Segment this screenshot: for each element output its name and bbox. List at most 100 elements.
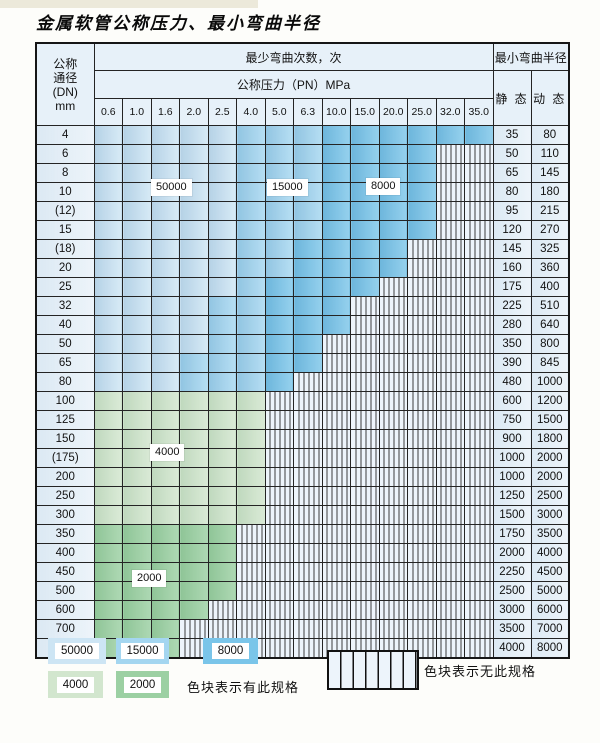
spec-cell — [293, 448, 323, 468]
spec-cell — [435, 543, 465, 563]
dynamic-radius-cell: 510 — [530, 296, 570, 316]
spec-cell — [207, 258, 237, 278]
spec-cell — [93, 182, 123, 202]
table-row: (12) 95 215 — [35, 201, 570, 221]
spec-cell — [464, 562, 494, 582]
spec-cell — [464, 201, 494, 221]
dn-cell: 15 — [35, 220, 95, 240]
spec-cell — [150, 201, 180, 221]
spec-cell — [264, 524, 294, 544]
spec-cell — [321, 600, 351, 620]
spec-cell — [464, 638, 494, 659]
spec-cell — [350, 600, 380, 620]
spec-cell — [93, 486, 123, 506]
pressure-column-header: 15.0 — [350, 98, 380, 126]
spec-cell — [236, 353, 266, 373]
spec-cell — [179, 239, 209, 259]
static-radius-cell: 50 — [492, 144, 532, 164]
dn-cell: 300 — [35, 505, 95, 525]
dynamic-radius-cell: 800 — [530, 334, 570, 354]
spec-cell — [464, 144, 494, 164]
static-radius-cell: 1750 — [492, 524, 532, 544]
dynamic-radius-cell: 325 — [530, 239, 570, 259]
spec-cell — [321, 391, 351, 411]
spec-cell — [93, 163, 123, 183]
pressure-column-header: 6.3 — [293, 98, 323, 126]
spec-cell — [207, 334, 237, 354]
spec-cell — [236, 486, 266, 506]
spec-cell — [464, 258, 494, 278]
spec-cell — [150, 220, 180, 240]
spec-cell — [407, 220, 437, 240]
spec-cell — [179, 144, 209, 164]
legend-swatch-4000: 4000 — [48, 671, 103, 698]
spec-cell — [407, 201, 437, 221]
pressure-column-header: 1.6 — [150, 98, 180, 126]
table-row: 20 160 360 — [35, 258, 570, 278]
spec-cell — [464, 163, 494, 183]
spec-cell — [122, 429, 152, 449]
legend-swatch-label: 15000 — [120, 643, 165, 659]
spec-cell — [407, 524, 437, 544]
spec-cell — [93, 505, 123, 525]
pressure-column-header: 35.0 — [464, 98, 494, 126]
spec-cell — [93, 144, 123, 164]
spec-cell — [207, 277, 237, 297]
spec-cell — [293, 315, 323, 335]
dn-cell: 500 — [35, 581, 95, 601]
spec-cell — [407, 600, 437, 620]
dynamic-radius-cell: 640 — [530, 315, 570, 335]
dynamic-radius-cell: 180 — [530, 182, 570, 202]
spec-cell — [464, 543, 494, 563]
spec-cell — [321, 410, 351, 430]
spec-cell — [378, 239, 408, 259]
legend-swatch-50000: 50000 — [48, 638, 106, 664]
spec-cell — [179, 600, 209, 620]
region-label-2000: 2000 — [132, 570, 167, 587]
spec-cell — [464, 353, 494, 373]
spec-cell — [122, 505, 152, 525]
spec-cell — [179, 562, 209, 582]
spec-cell — [236, 315, 266, 335]
table-row: 100 600 1200 — [35, 391, 570, 411]
spec-cell — [236, 372, 266, 392]
spec-cell — [321, 543, 351, 563]
spec-cell — [321, 182, 351, 202]
spec-cell — [93, 391, 123, 411]
spec-cell — [93, 562, 123, 582]
spec-cell — [179, 543, 209, 563]
dn-cell: 600 — [35, 600, 95, 620]
dn-cell: 40 — [35, 315, 95, 335]
spec-cell — [350, 391, 380, 411]
spec-cell — [264, 239, 294, 259]
header-pressure: 公称压力（PN）MPa — [93, 70, 494, 99]
spec-cell — [236, 505, 266, 525]
spec-cell — [435, 410, 465, 430]
spec-cell — [464, 410, 494, 430]
spec-cell — [464, 505, 494, 525]
table-row: 50 350 800 — [35, 334, 570, 354]
spec-cell — [378, 505, 408, 525]
spec-cell — [150, 239, 180, 259]
spec-cell — [435, 600, 465, 620]
spec-cell — [179, 296, 209, 316]
spec-cell — [179, 619, 209, 639]
spec-cell — [93, 524, 123, 544]
table-row: 700 3500 7000 — [35, 619, 570, 639]
spec-cell — [321, 125, 351, 145]
spec-cell — [407, 543, 437, 563]
spec-cell — [350, 220, 380, 240]
table-row: 125 750 1500 — [35, 410, 570, 430]
spec-cell — [122, 220, 152, 240]
spec-cell — [435, 429, 465, 449]
spec-cell — [378, 201, 408, 221]
spec-cell — [264, 334, 294, 354]
spec-cell — [293, 619, 323, 639]
spec-cell — [321, 315, 351, 335]
spec-cell — [321, 258, 351, 278]
dynamic-radius-cell: 2000 — [530, 467, 570, 487]
spec-cell — [435, 277, 465, 297]
spec-cell — [350, 334, 380, 354]
spec-cell — [350, 619, 380, 639]
spec-cell — [264, 581, 294, 601]
